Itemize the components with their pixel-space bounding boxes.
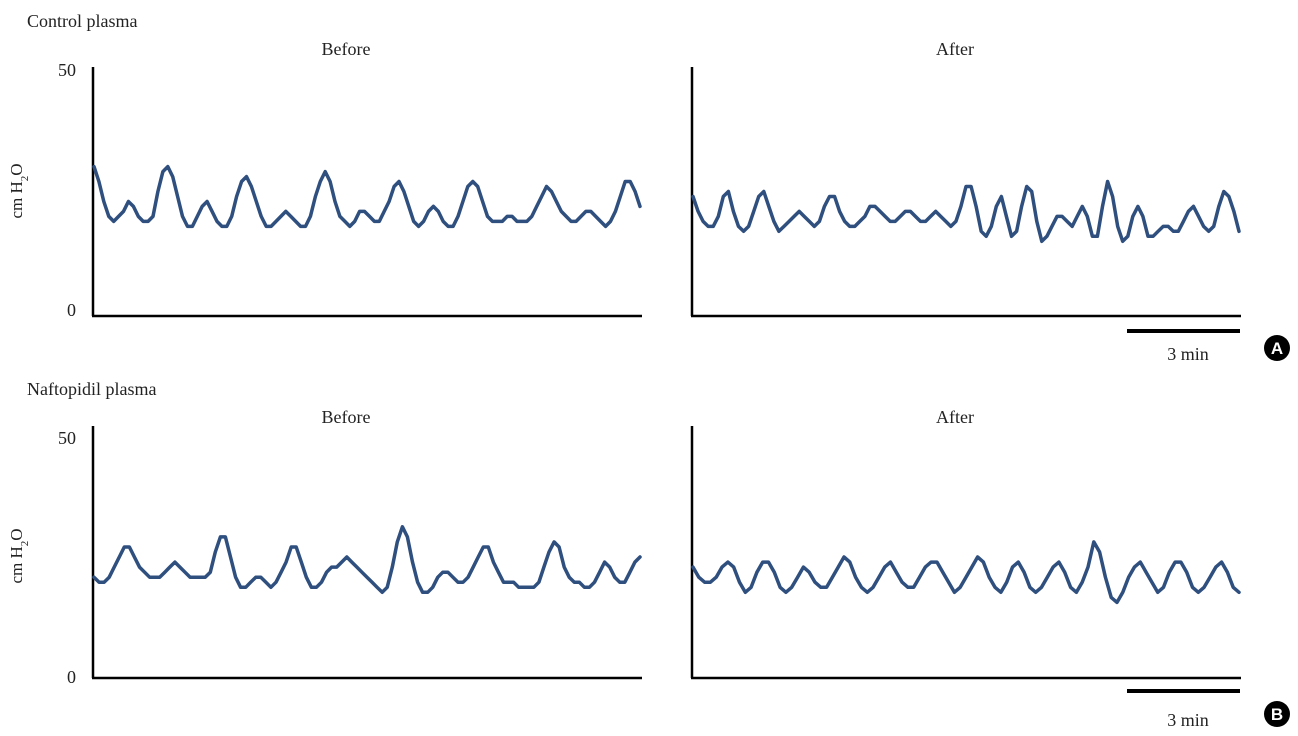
trace-line (92, 525, 642, 595)
chart-title: After (936, 39, 974, 59)
trace-line (92, 164, 642, 229)
panel-b-badge-letter: B (1271, 705, 1283, 724)
y-axis-label: cm H2O (7, 163, 31, 218)
panel-b: Naftopidil plasma Before 50 0 cm H2O Aft… (7, 379, 1290, 730)
chart-title: Before (322, 407, 371, 427)
panel-a-badge: A (1264, 335, 1290, 361)
chart-title: After (936, 407, 974, 427)
chart-control-before: Before 50 0 cm H2O (7, 39, 642, 320)
panel-b-title: Naftopidil plasma (27, 379, 156, 399)
chart-title: Before (322, 39, 371, 59)
trace-line (691, 540, 1241, 605)
y-axis-label: cm H2O (7, 528, 31, 583)
panel-a-title: Control plasma (27, 11, 138, 31)
y-tick-label-50: 50 (58, 428, 76, 448)
scale-bar-label: 3 min (1167, 710, 1209, 730)
scale-bar-label: 3 min (1167, 344, 1209, 364)
y-tick-label-50: 50 (58, 60, 76, 80)
trace-line (691, 179, 1241, 244)
chart-control-after: After 3 min (690, 39, 1241, 364)
chart-naftopidil-before: Before 50 0 cm H2O (7, 407, 642, 687)
panel-a-badge-letter: A (1271, 339, 1283, 358)
panel-a: Control plasma Before 50 0 cm H2O After … (7, 11, 1290, 364)
chart-naftopidil-after: After 3 min (690, 407, 1241, 730)
y-tick-label-0: 0 (67, 300, 76, 320)
y-tick-label-0: 0 (67, 667, 76, 687)
panel-b-badge: B (1264, 701, 1290, 727)
